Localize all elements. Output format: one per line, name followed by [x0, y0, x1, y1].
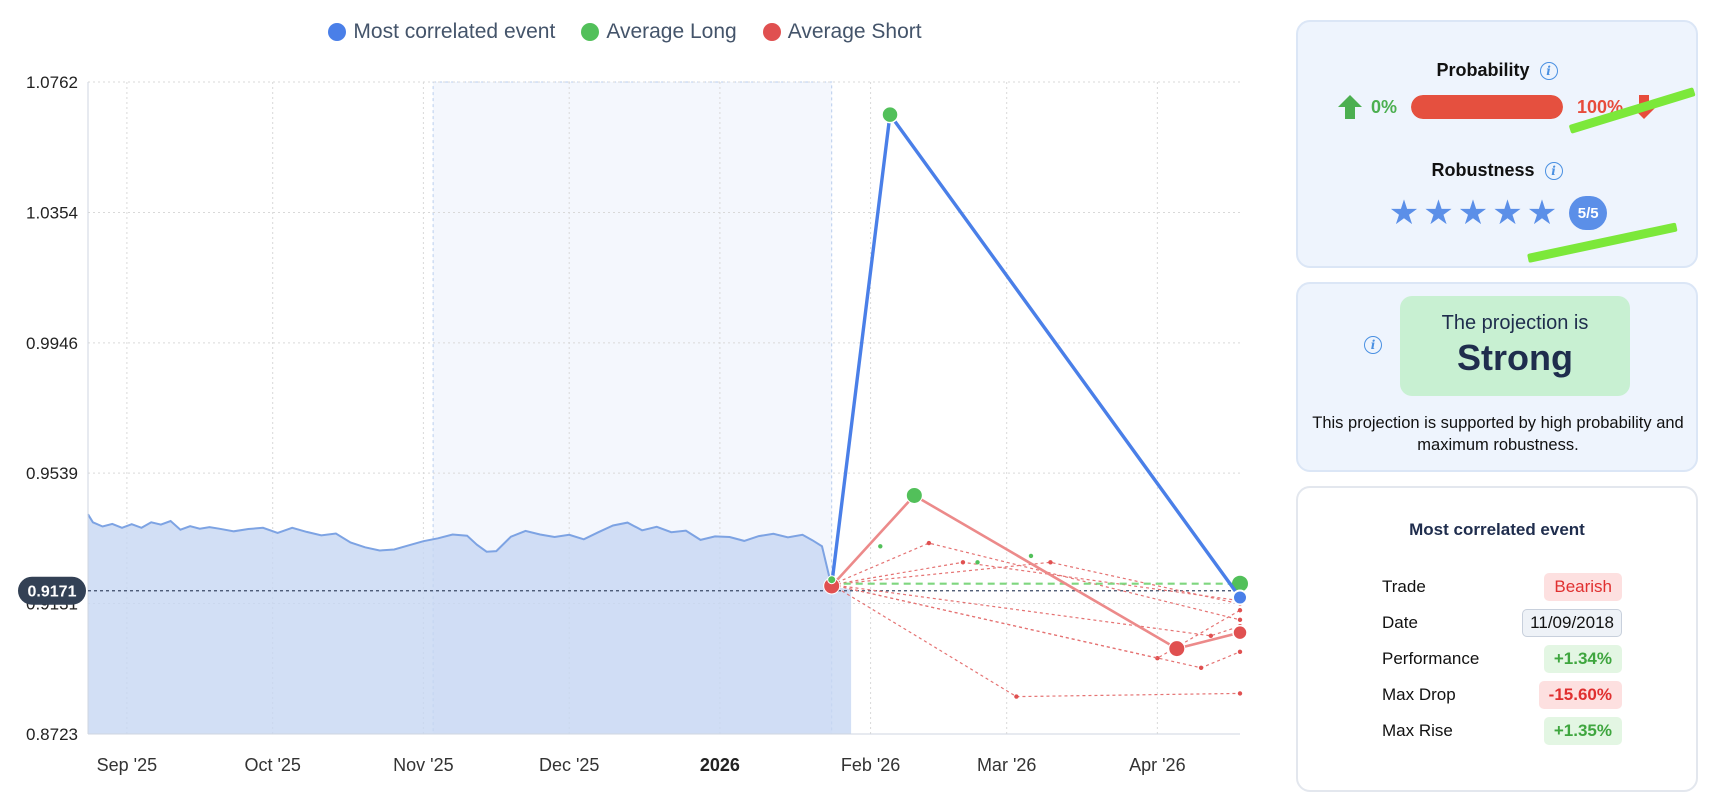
mce-row-performance: Performance +1.34%	[1382, 644, 1622, 674]
mce-label: Performance	[1382, 649, 1480, 668]
mce-title: Most correlated event	[1409, 520, 1585, 539]
short-scenario-line	[831, 542, 1241, 621]
short-scenario-line	[831, 561, 1241, 605]
average-short-end-marker	[1232, 624, 1248, 641]
y-tick-label: 1.0354	[26, 203, 78, 222]
legend-dot-icon	[581, 23, 600, 41]
projection-description: This projection is supported by high pro…	[1312, 414, 1684, 454]
short-scenario-point	[1208, 633, 1214, 639]
x-tick-label: Dec '25	[539, 755, 599, 775]
mce-label: Max Rise	[1382, 721, 1453, 740]
most-correlated-peak-marker	[881, 105, 899, 124]
short-scenario-point	[1237, 617, 1243, 623]
y-tick-label: 1.0762	[26, 73, 78, 92]
legend-dot-icon	[328, 23, 347, 41]
robustness-title-row: Robustness i	[1298, 160, 1696, 181]
mce-row-trade: Trade Bearish	[1382, 572, 1622, 602]
x-tick-label: Mar '26	[977, 755, 1036, 775]
info-icon[interactable]: i	[1539, 61, 1558, 80]
legend-label: Average Short	[787, 20, 922, 43]
short-scenario-point	[1237, 608, 1243, 613]
mce-row-date: Date 11/09/2018	[1382, 608, 1622, 638]
average-short-point	[1168, 640, 1186, 658]
star-icon: ★	[1423, 194, 1454, 232]
mce-row-max-drop: Max Drop -15.60%	[1382, 680, 1622, 710]
current-price-label: 0.9171	[28, 584, 77, 601]
probability-title: Probability	[1436, 60, 1530, 80]
x-tick-label: Sep '25	[97, 755, 158, 775]
probability-title-row: Probability i	[1298, 60, 1696, 81]
x-tick-label: 2026	[700, 755, 740, 775]
max-drop-value: -15.60%	[1538, 681, 1622, 709]
robustness-badge: 5/5	[1569, 196, 1608, 230]
robustness-stars: ★ ★ ★ ★ ★ 5/5	[1298, 196, 1696, 230]
most-correlated-line	[830, 110, 1242, 599]
robustness-title: Robustness	[1431, 160, 1535, 180]
probability-bar-fill	[1410, 95, 1563, 119]
short-scenario-point	[960, 560, 966, 565]
legend-item-average-long[interactable]: Average Long	[581, 20, 737, 44]
mce-label: Max Drop	[1382, 685, 1456, 704]
star-icon: ★	[1492, 194, 1523, 232]
probability-row: 0% 100%	[1298, 94, 1696, 120]
short-scenario-line	[831, 561, 1241, 602]
date-value[interactable]: 11/09/2018	[1522, 609, 1622, 637]
chart-legend: Most correlated event Average Long Avera…	[0, 20, 1250, 44]
arrow-up-icon	[1337, 95, 1362, 119]
y-tick-label: 0.9539	[26, 464, 78, 483]
short-scenario-point	[1237, 691, 1243, 696]
probability-long-value: 0%	[1370, 96, 1397, 117]
short-scenario-point	[1237, 649, 1243, 655]
info-icon[interactable]: i	[1364, 336, 1382, 354]
y-tick-label: 0.8723	[26, 725, 78, 744]
projection-panel: i The projection is Strong This projecti…	[1296, 282, 1698, 472]
current-price-badge	[18, 576, 86, 605]
probability-robustness-panel: Probability i 0% 100% Robustness i ★ ★ ★ ★ ★…	[1296, 20, 1698, 268]
mce-row-max-rise: Max Rise +1.35%	[1382, 716, 1622, 746]
legend-label: Most correlated event	[353, 20, 556, 43]
star-icon: ★	[1457, 194, 1489, 232]
x-tick-label: Apr '26	[1129, 755, 1185, 775]
star-icon: ★	[1526, 194, 1558, 232]
legend-label: Average Long	[606, 20, 737, 43]
mce-label: Date	[1382, 613, 1418, 632]
short-scenario-point	[1198, 665, 1204, 671]
max-rise-value: +1.35%	[1543, 717, 1622, 745]
average-long-end-marker	[1232, 575, 1248, 592]
mce-label: Trade	[1382, 577, 1426, 596]
long-scenario-point	[1028, 553, 1034, 559]
performance-value: +1.34%	[1543, 645, 1622, 673]
short-scenario-point	[1014, 694, 1019, 699]
most-correlated-event-panel: Most correlated event Trade Bearish Date…	[1296, 486, 1698, 792]
info-icon[interactable]: i	[1544, 161, 1563, 180]
legend-item-average-short[interactable]: Average Short	[762, 20, 922, 44]
trade-badge: Bearish	[1544, 573, 1622, 601]
projection-strength-box: The projection is Strong	[1400, 296, 1630, 396]
legend-dot-icon	[762, 23, 781, 41]
x-tick-label: Feb '26	[841, 755, 900, 775]
short-scenario-point	[1048, 560, 1053, 565]
legend-item-most-correlated[interactable]: Most correlated event	[328, 20, 555, 44]
long-scenario-point	[878, 544, 883, 549]
price-chart[interactable]: 1.07621.03540.99460.95390.91310.8723Sep …	[0, 0, 1260, 812]
most-correlated-end-marker	[1232, 589, 1248, 606]
average-short-line	[830, 493, 1241, 650]
star-icon: ★	[1388, 194, 1420, 232]
history-line	[87, 513, 833, 588]
average-long-marker	[905, 486, 923, 504]
short-scenario-line	[831, 584, 1241, 659]
y-tick-label: 0.9946	[26, 334, 78, 353]
x-tick-label: Oct '25	[244, 755, 300, 775]
projection-pre-text: The projection is	[1441, 312, 1589, 334]
x-tick-label: Nov '25	[393, 755, 453, 775]
short-scenario-point	[926, 540, 932, 546]
long-scenario-point	[975, 560, 980, 565]
probability-bar	[1410, 95, 1563, 119]
history-area	[88, 514, 852, 734]
projection-strength-value: Strong	[1457, 337, 1573, 378]
short-scenario-line	[831, 584, 1241, 637]
start-marker-long	[827, 575, 837, 585]
